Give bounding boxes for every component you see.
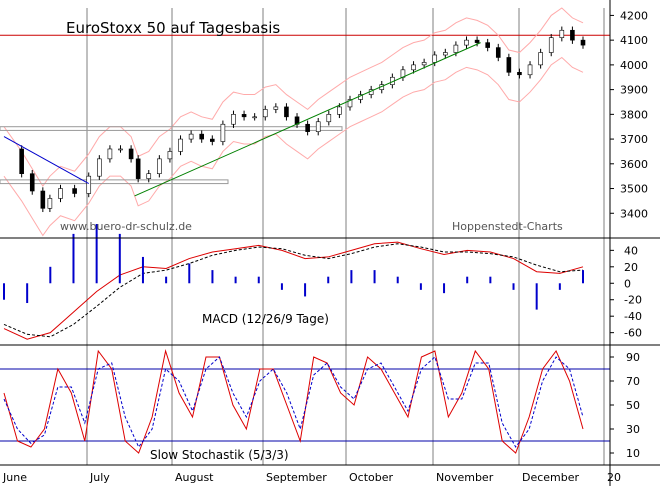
candle-body <box>337 106 342 115</box>
candle-body <box>118 148 123 151</box>
candle-body <box>72 188 77 194</box>
support-box <box>0 179 229 185</box>
candle-body <box>86 175 92 194</box>
candle-body <box>464 39 469 46</box>
macd-macd-line <box>3 241 584 340</box>
candle-body <box>538 52 543 66</box>
price-tick-label: 3500 <box>620 183 648 196</box>
stoch-d-line <box>3 356 584 448</box>
candle-body <box>273 106 279 110</box>
trendline <box>3 136 89 185</box>
month-label: September <box>266 471 327 484</box>
candle-body <box>188 133 194 140</box>
candle-body <box>517 72 522 76</box>
month-label: 20 <box>607 471 621 484</box>
candle-body <box>485 42 490 48</box>
candle-body <box>474 39 480 43</box>
candle-body <box>40 190 46 209</box>
stoch-tick-label: 30 <box>626 423 640 436</box>
month-label: June <box>2 471 27 484</box>
stochastic-title: Slow Stochastik (5/3/3) <box>150 448 289 462</box>
month-label: October <box>349 471 393 484</box>
chart-title: EuroStoxx 50 auf Tagesbasis <box>66 19 280 37</box>
price-tick-label: 3600 <box>620 158 648 171</box>
candle-body <box>284 106 289 118</box>
macd-tick-label: -60 <box>624 327 642 340</box>
candle-body <box>29 173 35 192</box>
candle-body <box>443 52 448 56</box>
stoch-tick-label: 10 <box>626 447 640 460</box>
stoch-tick-label: 70 <box>626 375 640 388</box>
candle-body <box>262 109 268 118</box>
candle-body <box>315 121 321 132</box>
candle-body <box>128 148 134 160</box>
candle-body <box>559 29 565 38</box>
price-tick-label: 3800 <box>620 108 648 121</box>
candle-body <box>411 64 416 71</box>
candle-body <box>107 148 113 160</box>
price-tick-label: 3900 <box>620 84 648 97</box>
price-tick-label: 4100 <box>620 34 648 47</box>
candle-body <box>305 123 310 132</box>
candle-body <box>58 188 63 199</box>
candle-body <box>453 44 459 53</box>
price-tick-label: 3400 <box>620 207 648 220</box>
candle-body <box>421 62 427 66</box>
candle-body <box>19 148 24 174</box>
candle-body <box>548 37 554 53</box>
candle-body <box>220 123 226 142</box>
candle-body <box>199 133 205 140</box>
stoch-tick-label: 50 <box>626 399 640 412</box>
macd-tick-label: -40 <box>624 310 642 323</box>
price-tick-label: 4200 <box>620 9 648 22</box>
candle-body <box>580 39 586 46</box>
price-tick-label: 4000 <box>620 59 648 72</box>
macd-title: MACD (12/26/9 Tage) <box>202 312 329 326</box>
candle-body <box>209 138 215 142</box>
candle-body <box>570 29 575 41</box>
month-label: August <box>175 471 214 484</box>
support-box <box>0 126 343 131</box>
candle-body <box>231 114 236 125</box>
candle-body <box>157 158 162 174</box>
macd-tick-label: 0 <box>624 277 631 290</box>
month-label: November <box>436 471 494 484</box>
candle-body <box>241 114 247 118</box>
candle-body <box>252 116 257 119</box>
price-panel <box>0 7 610 237</box>
candle-body <box>167 151 173 160</box>
candle-body <box>495 47 501 58</box>
candle-body <box>326 114 332 123</box>
candle-body <box>527 64 533 76</box>
candle-body <box>506 57 512 73</box>
candle-body <box>135 158 141 179</box>
watermark-right: Hoppenstedt-Charts <box>452 220 563 233</box>
lower-band <box>3 56 584 237</box>
macd-signal-line <box>3 243 584 338</box>
month-label: July <box>89 471 110 484</box>
candle-body <box>97 158 102 177</box>
macd-tick-label: 20 <box>624 261 638 274</box>
macd-tick-label: 40 <box>624 244 638 257</box>
trendline <box>134 42 481 197</box>
stoch-tick-label: 90 <box>626 351 640 364</box>
candle-body <box>146 173 152 179</box>
price-tick-label: 3700 <box>620 133 648 146</box>
macd-tick-label: -20 <box>624 294 642 307</box>
month-gridlines <box>86 8 605 465</box>
candle-body <box>47 198 53 209</box>
month-label: December <box>522 471 580 484</box>
stochastic-panel <box>0 349 610 454</box>
candle-body <box>178 138 183 152</box>
candle-body <box>347 99 353 108</box>
watermark-left: www.buero-dr-schulz.de <box>60 220 192 233</box>
stoch-k-line <box>3 349 584 454</box>
macd-panel <box>3 224 584 340</box>
candle-body <box>432 54 438 63</box>
